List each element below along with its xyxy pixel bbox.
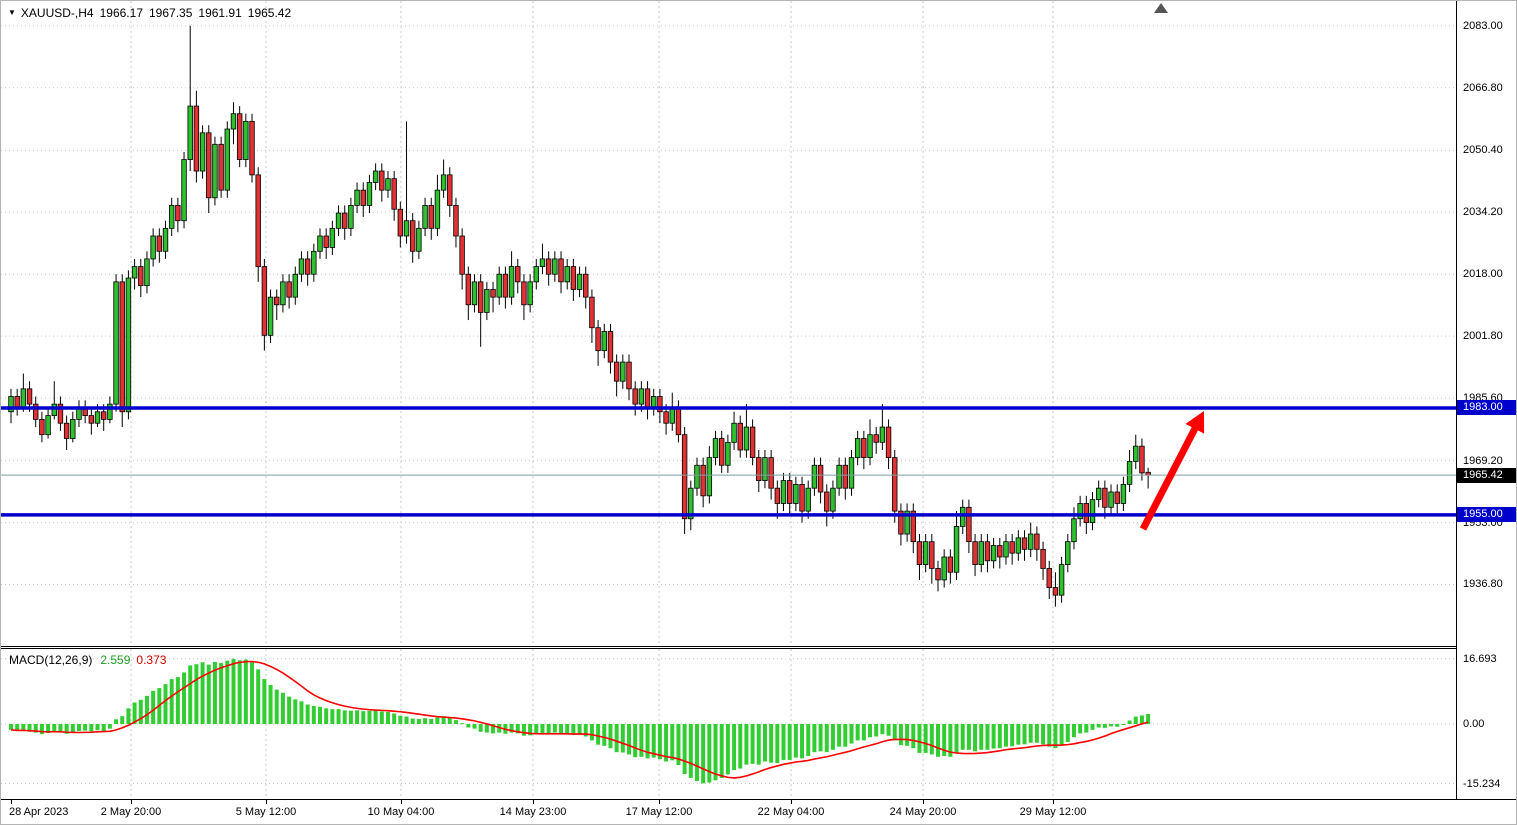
price-tick-label: 2050.40	[1463, 144, 1503, 157]
ohlc-open: 1966.17	[99, 6, 143, 20]
current-price-badge: 1965.42	[1457, 467, 1516, 483]
symbol-ohlc-info: ▼ XAUUSD-,H4 1966.17 1967.35 1961.91 1965.42	[8, 6, 291, 20]
time-axis-tick	[923, 800, 924, 804]
time-tick-label: 24 May 20:00	[889, 806, 957, 818]
symbol-dropdown-icon[interactable]: ▼	[8, 8, 16, 17]
time-axis-tick	[791, 800, 792, 804]
main-chart-canvas[interactable]	[1, 1, 1456, 646]
chart-shift-marker-icon[interactable]	[1154, 3, 1168, 13]
price-tick-label: 2066.80	[1463, 81, 1503, 94]
price-tick-label: 1936.80	[1463, 578, 1503, 591]
macd-main-value: 2.559	[100, 653, 131, 667]
trend-arrow-shaft[interactable]	[1139, 423, 1200, 531]
macd-indicator-label: MACD(12,26,9) 2.559 0.373	[9, 653, 166, 667]
panel-splitter[interactable]	[1, 646, 1516, 649]
time-tick-label: 17 May 12:00	[625, 806, 693, 818]
price-tick-label: 1969.20	[1463, 454, 1503, 467]
time-axis-tick	[659, 800, 660, 804]
price-axis[interactable]: 2083.00 2066.80 2050.40 2034.20 2018.00 2001.…	[1457, 1, 1516, 799]
macd-panel-canvas[interactable]	[1, 649, 1456, 799]
price-tick-label: 2083.00	[1463, 19, 1503, 32]
time-tick-label: 10 May 04:00	[367, 806, 435, 818]
price-tick-label: 2001.80	[1463, 330, 1503, 343]
macd-histogram	[9, 658, 1151, 784]
time-axis-tick	[1053, 800, 1054, 804]
macd-signal-value: 0.373	[136, 653, 167, 667]
time-axis-tick	[266, 800, 267, 804]
time-tick-label: 2 May 20:00	[100, 806, 162, 818]
candlestick-series	[8, 25, 1151, 607]
level-price-badge[interactable]: 1983.00	[1457, 400, 1516, 416]
macd-tick-label: 16.693	[1463, 652, 1497, 665]
price-tick-label: 2018.00	[1463, 268, 1503, 281]
price-tick-label: 2034.20	[1463, 206, 1503, 219]
symbol-label: XAUUSD-,H4	[20, 6, 94, 20]
macd-signal-line	[10, 660, 1149, 779]
ohlc-high: 1967.35	[149, 6, 193, 20]
time-axis-tick	[11, 800, 12, 804]
macd-name: MACD(12,26,9)	[9, 653, 93, 667]
macd-tick-label: 0.00	[1463, 718, 1485, 730]
time-axis-tick	[401, 800, 402, 804]
time-axis-tick	[131, 800, 132, 804]
time-tick-label: 5 May 12:00	[235, 806, 297, 818]
time-axis-tick	[533, 800, 534, 804]
main-gridlines	[1, 1, 1456, 646]
time-axis[interactable]: 28 Apr 2023 2 May 20:00 5 May 12:00 10 May …	[1, 800, 1516, 824]
price-axis-divider	[1456, 1, 1457, 799]
ohlc-low: 1961.91	[198, 6, 242, 20]
ohlc-close: 1965.42	[247, 6, 292, 20]
level-price-badge[interactable]: 1955.00	[1457, 507, 1516, 523]
trend-arrow-head[interactable]	[1185, 411, 1205, 434]
time-axis-divider	[1, 799, 1516, 800]
time-tick-label: 28 Apr 2023	[9, 806, 69, 818]
macd-tick-label: -15.234	[1463, 777, 1501, 790]
time-tick-label: 29 May 12:00	[1019, 806, 1087, 818]
time-tick-label: 22 May 04:00	[757, 806, 825, 818]
time-tick-label: 14 May 23:00	[499, 806, 567, 818]
